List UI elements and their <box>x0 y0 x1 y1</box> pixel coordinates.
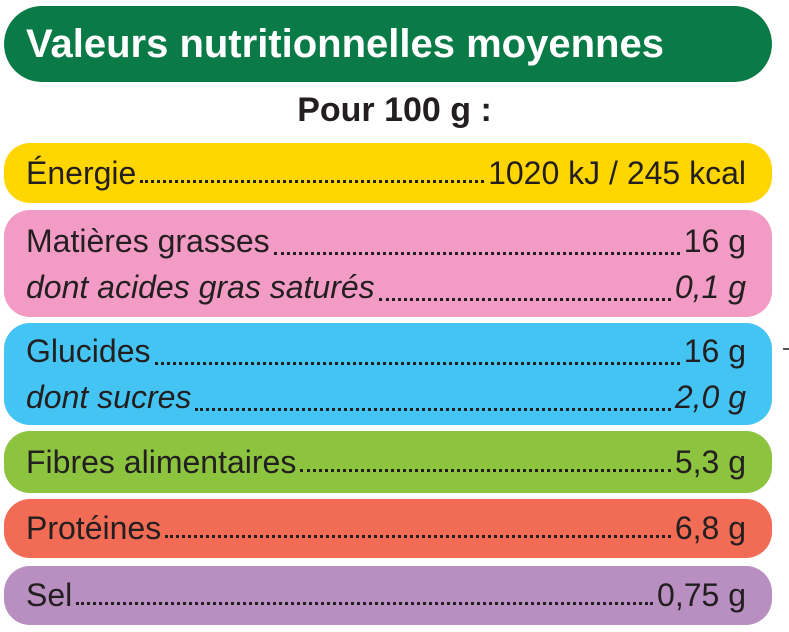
nutrient-label: Sel <box>26 577 73 613</box>
nutrient-row-fibre: Fibres alimentaires 5,3 g <box>4 431 772 493</box>
dot-leader <box>300 468 671 472</box>
nutrient-value: 2,0 g <box>674 379 746 415</box>
dot-leader <box>76 602 654 605</box>
nutrient-line: Énergie 1020 kJ / 245 kcal <box>26 155 746 192</box>
nutrient-value: 1020 kJ / 245 kcal <box>488 154 746 191</box>
nutrient-value: 0,75 g <box>657 577 746 613</box>
nutrient-subline: dont sucres 2,0 g <box>26 374 746 420</box>
dot-leader <box>273 251 680 255</box>
dot-leader <box>165 535 671 538</box>
nutrient-value: 16 g <box>683 333 746 369</box>
nutrient-label: Fibres alimentaires <box>26 443 297 480</box>
nutrient-value: 0,1 g <box>674 268 746 305</box>
dot-leader <box>154 362 680 365</box>
nutrient-value: 5,3 g <box>674 443 746 480</box>
nutrient-row-protein: Protéines 6,8 g <box>4 499 772 558</box>
nutrient-line: Fibres alimentaires 5,3 g <box>26 444 746 481</box>
edge-mark <box>783 348 789 350</box>
nutrient-label: dont acides gras saturés <box>26 268 375 305</box>
nutrient-row-salt: Sel 0,75 g <box>4 566 772 625</box>
nutrient-row-fats: Matières grasses 16 g dont acides gras sat… <box>4 210 772 317</box>
nutrient-subline: dont acides gras saturés 0,1 g <box>26 264 746 310</box>
nutrient-line: Glucides 16 g <box>26 328 746 374</box>
nutrient-label: Glucides <box>26 333 151 369</box>
nutrient-label: Énergie <box>26 154 137 191</box>
per-100g-heading: Pour 100 g : <box>297 91 492 129</box>
nutrient-value: 16 g <box>683 222 746 259</box>
nutrient-value: 6,8 g <box>674 510 746 546</box>
nutrient-line: Sel 0,75 g <box>26 577 746 614</box>
nutrient-line: Protéines 6,8 g <box>26 510 746 547</box>
nutrient-line: Matières grasses 16 g <box>26 218 746 264</box>
nutrient-label: Matières grasses <box>26 222 270 259</box>
table-title: Valeurs nutritionnelles moyennes <box>26 21 664 66</box>
nutrient-label: Protéines <box>26 510 162 546</box>
dot-leader <box>195 408 671 411</box>
nutrient-row-carbohydrates: Glucides 16 g dont sucres 2,0 g <box>4 323 772 425</box>
nutrient-row-energy: Énergie 1020 kJ / 245 kcal <box>4 143 772 203</box>
title-banner: Valeurs nutritionnelles moyennes <box>4 6 772 82</box>
dot-leader <box>140 179 485 183</box>
dot-leader <box>378 297 671 301</box>
nutrient-label: dont sucres <box>26 379 192 415</box>
